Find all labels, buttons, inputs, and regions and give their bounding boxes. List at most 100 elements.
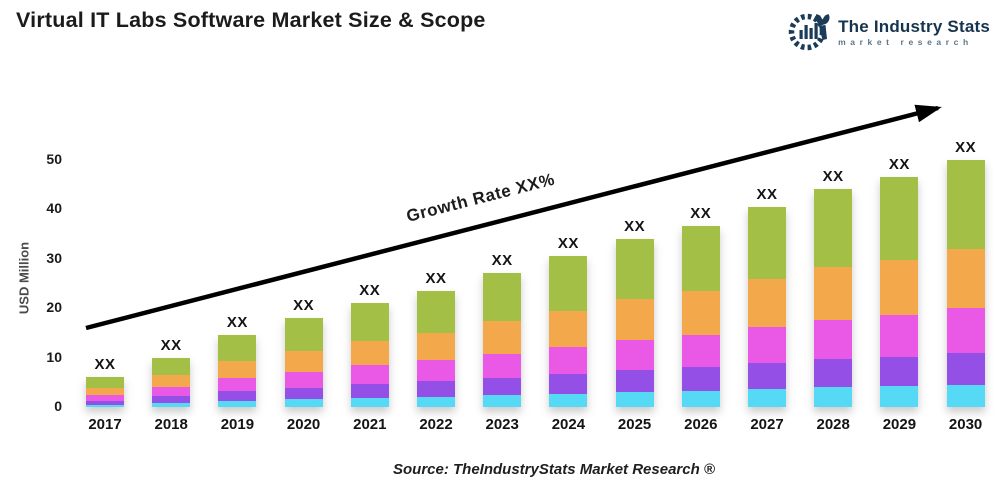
bar-stack [748,206,786,407]
bar-value-label: XX [690,205,712,223]
bar-segment-orange [549,310,588,347]
bar-segment-magenta [549,346,588,374]
x-tick-label-2019: 2019 [220,416,255,433]
bar-segment-cyan [681,390,720,407]
bar-segment-orange [284,350,323,372]
x-tick-label-2026: 2026 [684,416,718,433]
gear-wrench-icon [786,6,832,59]
bar-stack [350,303,389,407]
bar-segment-magenta [615,339,654,370]
bar-segment-green [152,357,191,376]
bar-segment-magenta [681,334,720,368]
bar-value-label: XX [491,252,513,270]
bar-segment-cyan [880,386,919,407]
bar-segment-green [86,377,124,389]
bar-2019: XX [218,314,257,407]
bar-stack [152,357,191,407]
bar-2027: XX [748,186,786,407]
bar-segment-purple [615,369,654,392]
bar-segment-cyan [946,384,985,407]
bar-2029: XX [880,155,919,407]
bar-value-label: XX [624,217,646,235]
bar-2030: XX [946,138,985,407]
bar-segment-green [350,303,389,341]
bar-segment-magenta [417,360,455,382]
y-tick-label-30: 30 [46,249,62,266]
brand-logo: The Industry Stats market research [786,6,990,59]
bar-segment-cyan [417,396,455,407]
x-tick-label-2017: 2017 [88,416,122,433]
bar-segment-cyan [615,391,654,407]
bar-segment-orange [615,299,654,340]
x-tick-label-2027: 2027 [750,416,784,433]
bar-segment-magenta [218,378,257,392]
bar-segment-purple [748,362,786,390]
bar-2022: XX [417,270,455,407]
bar-segment-cyan [218,400,257,407]
x-tick-label-2025: 2025 [617,416,652,433]
bar-segment-orange [350,340,389,366]
bar-value-label: XX [94,356,116,374]
bar-value-label: XX [955,138,977,156]
bar-segment-green [681,226,720,292]
chart-title: Virtual IT Labs Software Market Size & S… [16,8,486,32]
bar-2028: XX [814,168,853,407]
bar-segment-magenta [152,387,191,397]
bar-segment-cyan [483,395,522,407]
bar-segment-purple [350,384,389,398]
x-tick-label-2029: 2029 [882,416,917,433]
bar-stack [218,335,257,407]
source-note: Source: TheIndustryStats Market Research… [393,461,715,478]
bar-stack [681,226,720,407]
bar-value-label: XX [888,155,910,173]
bar-value-label: XX [822,168,844,186]
bar-segment-purple [284,387,323,400]
bar-stack [549,256,588,407]
y-tick-label-50: 50 [46,150,62,167]
y-tick-label-0: 0 [54,398,62,414]
bar-value-label: XX [226,314,248,332]
bar-stack [880,176,919,407]
bar-value-label: XX [359,282,381,300]
bar-2021: XX [350,282,389,407]
x-tick-label-2023: 2023 [485,416,519,433]
bar-segment-green [549,256,588,311]
bar-segment-magenta [880,314,919,357]
x-tick-label-2022: 2022 [419,416,453,433]
bar-value-label: XX [160,336,182,354]
y-tick-label-20: 20 [46,299,62,315]
bar-segment-green [880,176,919,260]
bar-stack [284,318,323,407]
bar-stack [483,273,522,407]
bar-segment-magenta [350,365,389,385]
bar-segment-purple [86,400,124,405]
bar-segment-purple [152,396,191,403]
bar-segment-green [483,273,522,322]
x-tick-label-2020: 2020 [286,416,321,433]
bar-segment-green [218,335,257,362]
bar-2018: XX [152,336,191,407]
bar-2017: XX [86,356,124,407]
bar-segment-green [615,238,654,300]
bar-segment-green [946,159,985,249]
x-tick-label-2030: 2030 [948,416,983,433]
bar-segment-purple [218,391,257,401]
x-tick-label-2021: 2021 [353,416,387,433]
bar-segment-purple [417,381,455,397]
bar-segment-orange [218,361,257,379]
bar-segment-magenta [946,308,985,353]
x-tick-label-2024: 2024 [551,416,586,433]
bar-value-label: XX [557,235,579,253]
bar-value-label: XX [293,297,315,315]
bar-segment-green [417,290,455,333]
bar-segment-orange [152,375,191,388]
bar-segment-orange [814,267,853,320]
bar-segment-green [748,206,786,279]
bar-segment-orange [86,388,124,396]
bar-stack [814,189,853,407]
bar-2025: XX [615,217,654,407]
y-tick-label-10: 10 [46,348,62,365]
brand-name: The Industry Stats [838,17,990,37]
bar-segment-purple [814,359,853,388]
